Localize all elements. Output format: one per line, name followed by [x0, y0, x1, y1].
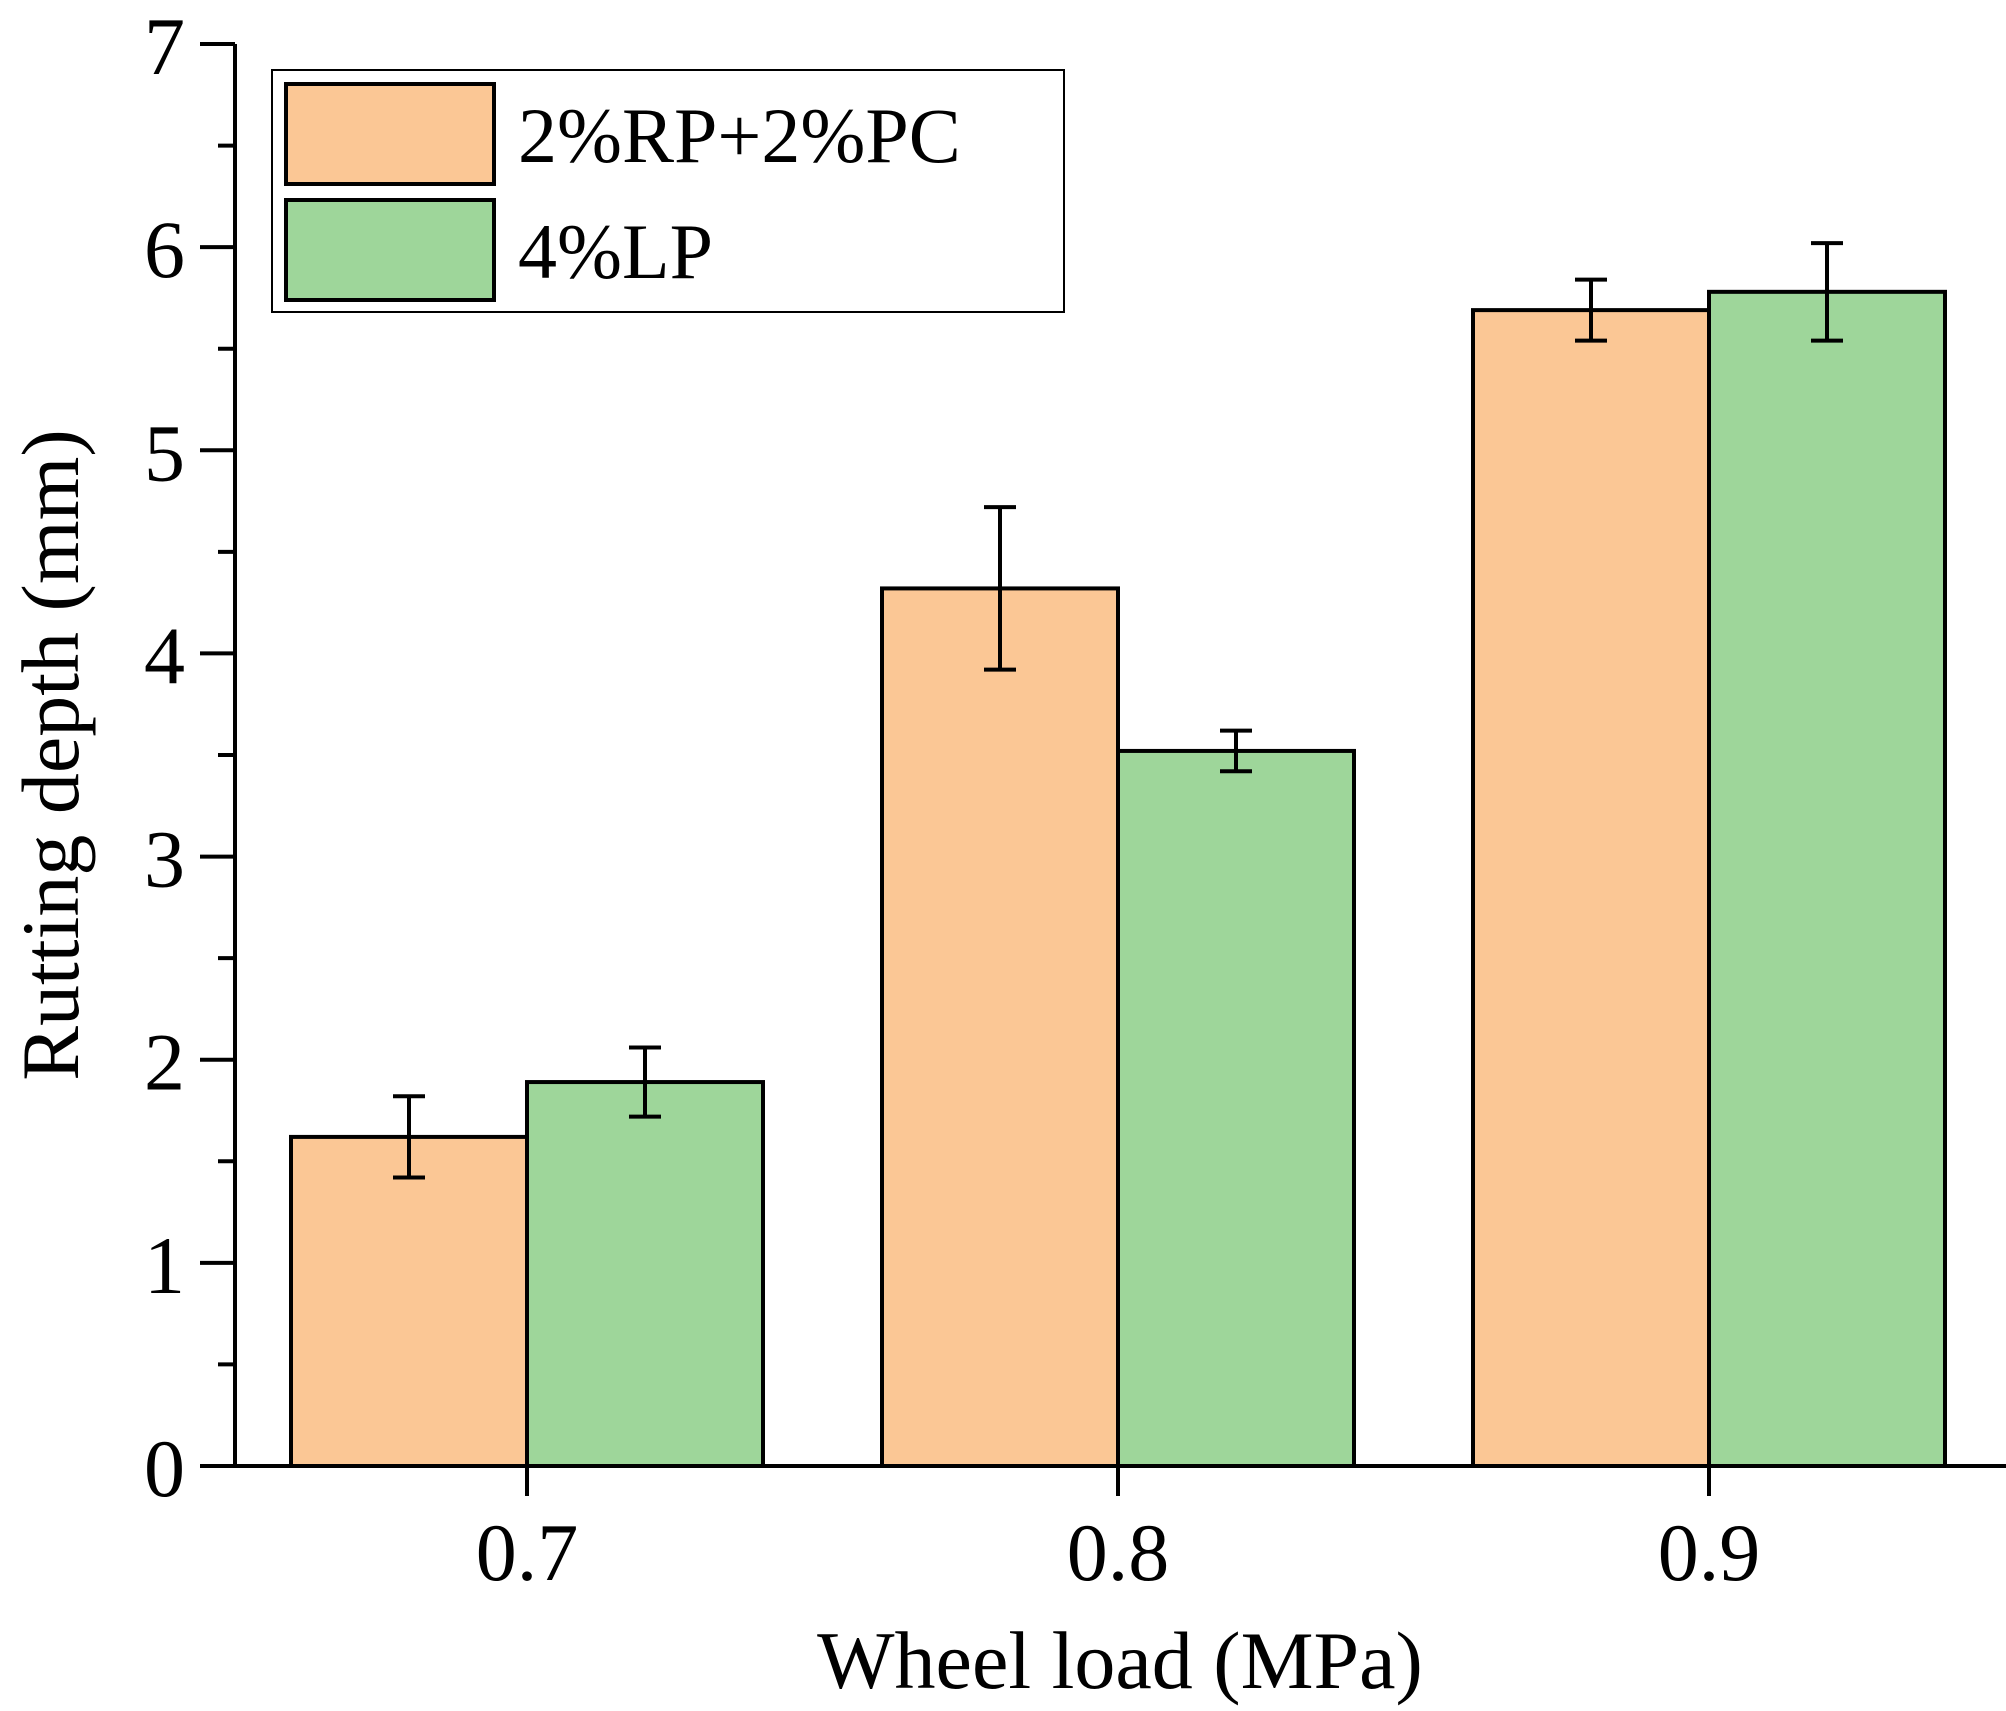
error-bar-4pctlp-0.7: [629, 1045, 661, 1119]
legend-swatch-2pct-rp-2pct-pc: [284, 82, 496, 186]
y-tick-label: 6: [144, 204, 185, 295]
legend-swatch-4pct-lp: [284, 198, 496, 302]
y-axis-label: Rutting depth (mm): [5, 429, 96, 1080]
y-tick-label: 4: [144, 610, 185, 701]
error-bar-2pctrp-2pctpc-0.9: [1575, 277, 1607, 343]
error-bar-2pctrp-2pctpc-0.7: [393, 1094, 425, 1180]
x-tick-label: 0.7: [476, 1507, 579, 1598]
y-tick-label: 1: [144, 1220, 185, 1311]
error-bar-2pctrp-2pctpc-0.8: [984, 505, 1016, 672]
error-bar-4pctlp-0.8: [1220, 728, 1252, 774]
y-ticks-layer: 0 1 2 3 4 5 6 7: [144, 1, 235, 1514]
error-bars-layer: [393, 241, 1843, 1180]
legend-label-2pct-rp-2pct-pc: 2%RP+2%PC: [518, 92, 961, 179]
bar-2pctrp-2pctpc-0.7: [289, 1134, 529, 1468]
legend: 2%RP+2%PC 4%LP: [271, 69, 1065, 313]
bar-4pctlp-0.8: [1116, 748, 1356, 1468]
y-tick-label: 3: [144, 814, 185, 905]
bar-4pctlp-0.7: [525, 1080, 765, 1469]
legend-label-4pct-lp: 4%LP: [518, 208, 713, 295]
x-tick-label: 0.8: [1067, 1507, 1170, 1598]
x-tick-label: 0.9: [1658, 1507, 1761, 1598]
y-tick-label: 2: [144, 1017, 185, 1108]
x-axis-label: Wheel load (MPa): [817, 1615, 1423, 1706]
bar-2pctrp-2pctpc-0.9: [1471, 308, 1711, 1468]
bar-2pctrp-2pctpc-0.8: [880, 586, 1120, 1468]
bar-4pctlp-0.9: [1707, 289, 1947, 1469]
y-tick-label: 7: [144, 1, 185, 92]
y-tick-label: 5: [144, 407, 185, 498]
error-bar-4pctlp-0.9: [1811, 241, 1843, 343]
y-tick-label: 0: [144, 1423, 185, 1514]
x-ticks-layer: 0.7 0.8 0.9: [476, 1466, 1761, 1598]
bars-layer: [289, 289, 1947, 1469]
